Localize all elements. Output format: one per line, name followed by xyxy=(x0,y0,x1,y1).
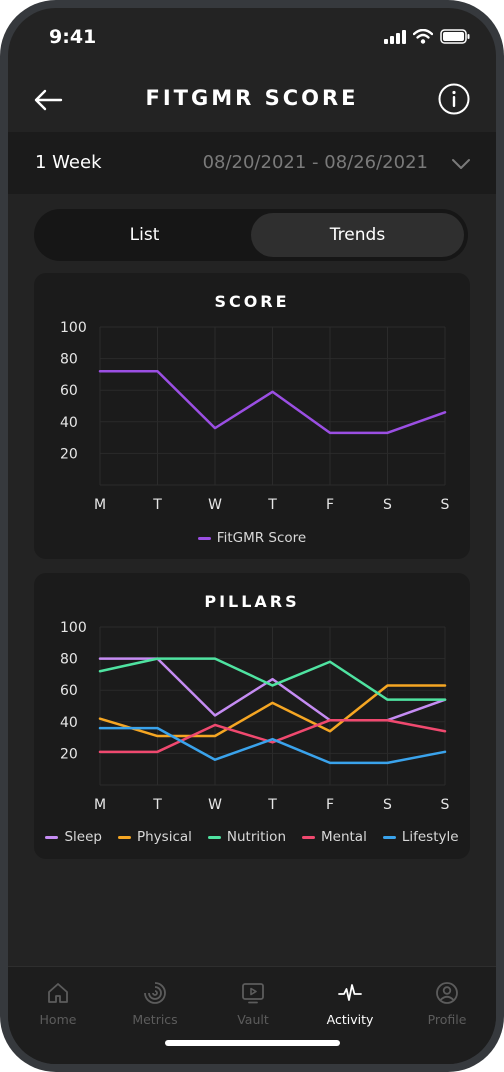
period-selector[interactable]: 1 Week 08/20/2021 - 08/26/2021 xyxy=(8,132,496,194)
score-legend: FitGMR Score xyxy=(34,530,470,546)
tab-label: Profile xyxy=(427,1012,467,1027)
pillars-chart: 100 80 60 40 20 M T W T F S S xyxy=(60,620,450,813)
status-bar: 9:41 xyxy=(8,8,496,66)
pillars-y-tick-label: 60 xyxy=(60,683,78,699)
pillars-x-tick-label: W xyxy=(208,797,222,813)
pillars-legend-label: Mental xyxy=(321,829,367,845)
pillars-legend-label: Sleep xyxy=(64,829,102,845)
score-x-tick-label: S xyxy=(383,497,392,513)
pillars-legend-item-physical: Physical xyxy=(117,829,192,845)
info-icon[interactable] xyxy=(438,83,470,115)
tab-activity[interactable]: Activity xyxy=(310,981,390,1027)
arrow-left-icon[interactable] xyxy=(32,84,64,116)
home-indicator xyxy=(165,1040,340,1046)
score-card-title: SCORE xyxy=(214,292,290,311)
wifi-icon xyxy=(413,29,433,44)
activity-pulse-icon xyxy=(338,984,362,1001)
pillars-legend-item-nutrition: Nutrition xyxy=(207,829,286,845)
pillars-series-line-physical xyxy=(98,684,447,738)
app-screen: 9:41 xyxy=(8,8,496,1064)
score-legend-item-fitgmr-score: FitGMR Score xyxy=(197,530,307,546)
period-label: 1 Week xyxy=(35,152,102,173)
pillars-legend-label: Lifestyle xyxy=(401,829,459,845)
score-x-tick-label: W xyxy=(208,497,222,513)
pillars-series-line-nutrition xyxy=(98,657,447,701)
pillars-y-tick-label: 100 xyxy=(60,620,87,636)
tab-list[interactable]: List xyxy=(129,225,160,245)
pillars-legend-swatch xyxy=(117,835,131,839)
metrics-icon xyxy=(144,982,166,1004)
pillars-legend-item-sleep: Sleep xyxy=(45,829,102,845)
pillars-x-tick-label: F xyxy=(326,797,334,813)
score-y-tick-label: 20 xyxy=(60,446,78,462)
period-date-range: 08/20/2021 - 08/26/2021 xyxy=(202,152,428,173)
pillars-series-line-lifestyle xyxy=(98,726,447,765)
tab-label: Activity xyxy=(326,1012,374,1027)
pillars-y-tick-label: 40 xyxy=(60,715,78,731)
tab-profile[interactable]: Profile xyxy=(407,981,487,1027)
pillars-legend-swatch xyxy=(207,835,221,839)
view-toggle: List Trends xyxy=(34,209,468,261)
tab-metrics[interactable]: Metrics xyxy=(115,981,195,1027)
pillars-legend-item-lifestyle: Lifestyle xyxy=(382,829,459,845)
pillars-y-tick-label: 20 xyxy=(60,746,78,762)
score-legend-label: FitGMR Score xyxy=(216,530,307,546)
score-x-tick-label: T xyxy=(152,497,162,513)
pillars-legend-label: Physical xyxy=(136,829,192,845)
score-x-tick-label: M xyxy=(94,497,106,513)
tab-home[interactable]: Home xyxy=(18,981,98,1027)
battery-icon xyxy=(440,29,470,44)
pillars-legend-swatch xyxy=(302,835,315,839)
pillars-legend-label: Nutrition xyxy=(226,829,286,845)
pillars-x-tick-label: S xyxy=(441,797,450,813)
pillars-series-line-mental xyxy=(98,718,447,754)
score-legend-swatch xyxy=(197,536,211,540)
pillars-legend-item-mental: Mental xyxy=(302,829,367,845)
tab-trends[interactable]: Trends xyxy=(251,213,464,257)
pillars-legend: Sleep Physical Nutrition Mental Lifestyle xyxy=(34,829,470,845)
status-icons xyxy=(384,29,470,44)
score-chart: 100 80 60 40 20 M T W T F S S xyxy=(60,320,450,513)
score-card: SCORE 100 80 60 40 20 M T W T F S S FitGMR Score xyxy=(34,273,470,559)
pillars-legend-swatch xyxy=(382,835,396,839)
score-x-tick-label: F xyxy=(326,497,334,513)
pillars-x-tick-label: M xyxy=(94,797,106,813)
tab-label: Metrics xyxy=(132,1012,178,1027)
tab-vault[interactable]: Vault xyxy=(213,981,293,1027)
chevron-down-icon[interactable] xyxy=(452,158,470,170)
pillars-card: PILLARS 100 80 60 40 20 M T W T F S S Sleep Physical… xyxy=(34,573,470,859)
pillars-x-tick-label: S xyxy=(383,797,392,813)
score-y-tick-label: 100 xyxy=(60,320,87,336)
page-title: FITGMR SCORE xyxy=(145,86,359,110)
signal-icon xyxy=(384,29,406,44)
tab-label: Vault xyxy=(237,1012,269,1027)
score-series-line-fitgmr-score xyxy=(98,369,447,435)
pillars-card-title: PILLARS xyxy=(204,592,300,611)
vault-play-icon xyxy=(242,983,264,1004)
score-y-tick-label: 40 xyxy=(60,415,78,431)
pillars-x-tick-label: T xyxy=(267,797,277,813)
score-x-tick-label: T xyxy=(267,497,277,513)
tab-label: Home xyxy=(39,1012,77,1027)
score-x-tick-label: S xyxy=(441,497,450,513)
pillars-x-tick-label: T xyxy=(152,797,162,813)
score-y-tick-label: 60 xyxy=(60,383,78,399)
score-y-tick-label: 80 xyxy=(60,352,78,368)
bottom-tab-bar: Home Metrics Vault xyxy=(8,966,496,1064)
pillars-legend-swatch xyxy=(45,835,59,839)
home-icon xyxy=(48,983,68,1003)
top-header: FITGMR SCORE xyxy=(8,66,496,132)
profile-icon xyxy=(436,982,458,1004)
pillars-y-tick-label: 80 xyxy=(60,652,78,668)
status-time: 9:41 xyxy=(49,26,97,48)
